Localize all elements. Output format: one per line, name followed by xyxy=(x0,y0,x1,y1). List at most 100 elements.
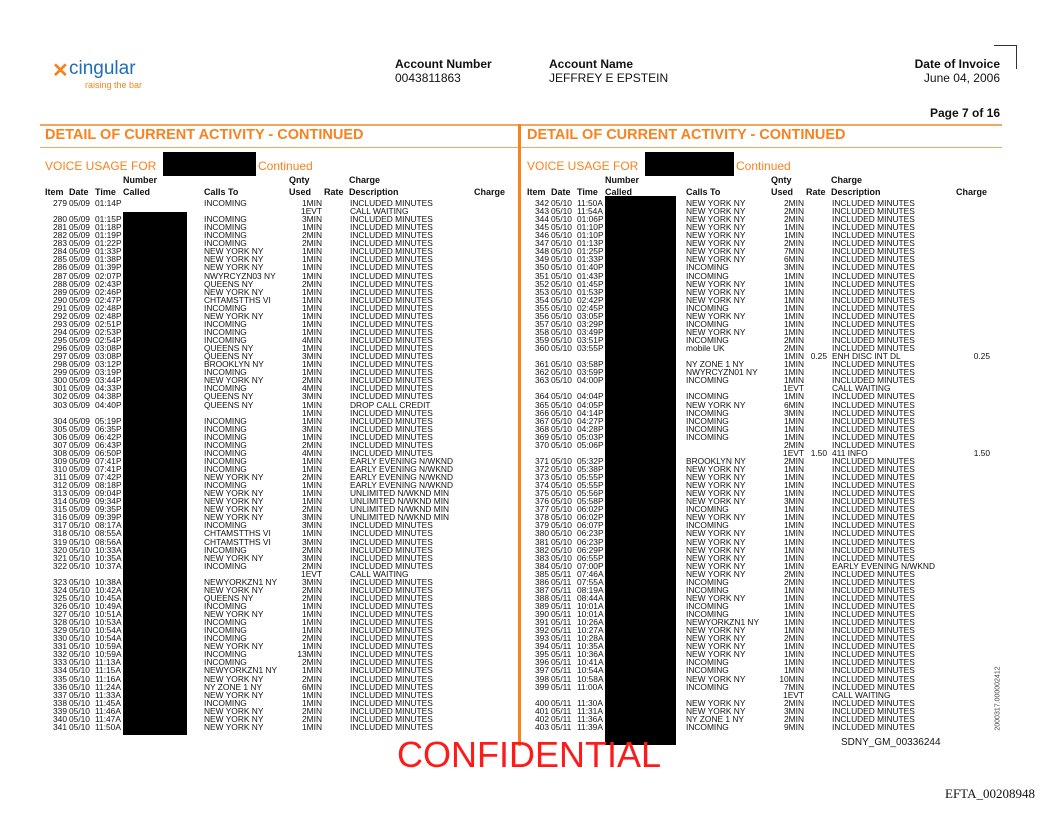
table-row: 300 05/09 03:44P NEW YORK NY 2MIN INCLUDED MI… xyxy=(40,376,510,384)
cell-qty: 2MIN xyxy=(301,472,322,483)
cell-time: 02:51P xyxy=(95,318,122,329)
cell-item: 397 xyxy=(535,665,549,676)
cell-calls-to: NEW YORK NY xyxy=(686,206,746,217)
cell-qty: 1EVT xyxy=(783,383,804,394)
cell-qty: 2MIN xyxy=(301,504,322,515)
cell-time: 04:05P xyxy=(577,399,604,410)
cell-time: 10:33A xyxy=(95,544,122,555)
cell-date: 05/10 xyxy=(69,520,90,531)
cell-date: 05/10 xyxy=(69,584,90,595)
table-row: 361 05/10 03:58P NY ZONE 1 NY 1MIN INCLUDED M… xyxy=(522,360,992,368)
cell-qty: 1MIN xyxy=(301,617,322,628)
table-row: 1MIN INCLUDED MINUTES xyxy=(40,408,510,416)
cell-item: 336 xyxy=(53,681,67,692)
cell-description: INCLUDED MINUTES xyxy=(832,512,915,523)
cell-date: 05/10 xyxy=(551,455,572,466)
cell-time: 01:14P xyxy=(95,198,122,208)
cell-item: 403 xyxy=(535,721,549,732)
cell-item: 328 xyxy=(53,617,67,628)
cell-time: 08:56A xyxy=(95,536,122,547)
cell-calls-to: NEW YORK NY xyxy=(204,689,264,700)
cell-item: 348 xyxy=(535,246,549,257)
cell-item: 383 xyxy=(535,552,549,563)
cell-description: INCLUDED MINUTES xyxy=(832,520,915,531)
cell-date: 05/09 xyxy=(69,294,90,305)
logo-tagline: raising the bar xyxy=(85,80,143,90)
cell-item: 319 xyxy=(53,536,67,547)
cell-description: INCLUDED MINUTES xyxy=(350,584,433,595)
cell-qty: 2MIN xyxy=(301,673,322,684)
cell-description: INCLUDED MINUTES xyxy=(832,601,915,611)
cell-qty: 1MIN xyxy=(301,528,322,539)
cell-description: INCLUDED MINUTES xyxy=(832,697,915,708)
cell-description: INCLUDED MINUTES xyxy=(350,343,433,354)
cell-calls-to: QUEENS NY xyxy=(204,391,254,402)
cell-date: 05/09 xyxy=(69,391,90,402)
cell-item: 354 xyxy=(535,294,549,305)
cell-date: 05/10 xyxy=(551,488,572,499)
cell-item: 350 xyxy=(535,262,549,273)
cell-description: INCLUDED MINUTES xyxy=(832,222,915,233)
cell-item: 304 xyxy=(53,415,67,426)
cell-item: 368 xyxy=(535,423,549,434)
cell-item: 370 xyxy=(535,439,549,450)
cell-item: 327 xyxy=(53,609,67,620)
cell-description: INCLUDED MINUTES xyxy=(350,294,433,305)
cell-item: 281 xyxy=(53,222,67,233)
cell-calls-to: mobile UK xyxy=(686,343,725,354)
cell-date: 05/09 xyxy=(69,351,90,362)
cell-item: 340 xyxy=(53,713,67,724)
cell-calls-to: INCOMING xyxy=(204,439,247,450)
cell-description: INCLUDED MINUTES xyxy=(832,480,915,491)
cell-date: 05/10 xyxy=(69,528,90,539)
cell-description: INCLUDED MINUTES xyxy=(350,270,433,281)
cell-item: 305 xyxy=(53,423,67,434)
column-header-date: Date xyxy=(551,187,571,197)
table-row: 315 05/09 09:35P NEW YORK NY 2MIN UNLIMITED N… xyxy=(40,505,510,513)
cell-description: INCLUDED MINUTES xyxy=(350,447,433,458)
cell-time: 03:59P xyxy=(577,367,604,378)
cell-item: 380 xyxy=(535,528,549,539)
cell-time: 03:49P xyxy=(577,326,604,337)
table-row: 394 05/11 10:35A NEW YORK NY 1MIN INCLUDED MI… xyxy=(522,642,992,650)
cell-calls-to: QUEENS NY xyxy=(204,592,254,603)
cell-time: 07:46A xyxy=(577,568,604,579)
cell-qty: 1MIN xyxy=(783,302,804,313)
cell-item: 351 xyxy=(535,270,549,281)
cell-description: INCLUDED MINUTES xyxy=(832,528,915,539)
cell-calls-to: NEW YORK NY xyxy=(686,641,746,652)
cell-description: INCLUDED MINUTES xyxy=(832,431,915,442)
cell-item: 318 xyxy=(53,528,67,539)
cell-qty: 1MIN xyxy=(301,689,322,700)
cell-item: 372 xyxy=(535,463,549,474)
cell-date: 05/10 xyxy=(551,520,572,531)
cell-date: 05/10 xyxy=(69,560,90,571)
cell-time: 06:23P xyxy=(577,536,604,547)
table-row: 283 05/09 01:22P INCOMING 2MIN INCLUDED MINUT… xyxy=(40,239,510,247)
cell-calls-to: NEW YORK NY xyxy=(686,528,746,539)
logo-brand: cingular xyxy=(69,58,136,79)
cell-date: 05/10 xyxy=(551,278,572,289)
cell-date: 05/10 xyxy=(551,230,572,241)
cell-description: INCLUDED MINUTES xyxy=(350,681,433,692)
table-row: 399 05/11 11:00A INCOMING 7MIN INCLUDED MINUT… xyxy=(522,682,992,690)
cell-item: 324 xyxy=(53,584,67,595)
cell-date: 05/09 xyxy=(69,246,90,257)
cell-description: INCLUDED MINUTES xyxy=(350,625,433,636)
cell-calls-to: NWYRCYZN03 NY xyxy=(204,270,276,281)
cell-qty: 1MIN xyxy=(301,609,322,620)
cell-item: 387 xyxy=(535,584,549,595)
cell-qty: 1MIN xyxy=(783,391,804,402)
cell-item: 330 xyxy=(53,633,67,644)
cell-calls-to: NEW YORK NY xyxy=(686,480,746,491)
cell-qty: 3MIN xyxy=(301,536,322,547)
cell-qty: 1EVT xyxy=(301,206,322,217)
cell-qty: 2MIN xyxy=(301,657,322,668)
cell-item: 362 xyxy=(535,367,549,378)
cell-description: INCLUDED MINUTES xyxy=(832,488,915,499)
cell-item: 344 xyxy=(535,214,549,225)
cell-item: 326 xyxy=(53,601,67,611)
cell-description: INCLUDED MINUTES xyxy=(350,439,433,450)
cell-description: INCLUDED MINUTES xyxy=(350,713,433,724)
cell-time: 10:28A xyxy=(577,633,604,644)
